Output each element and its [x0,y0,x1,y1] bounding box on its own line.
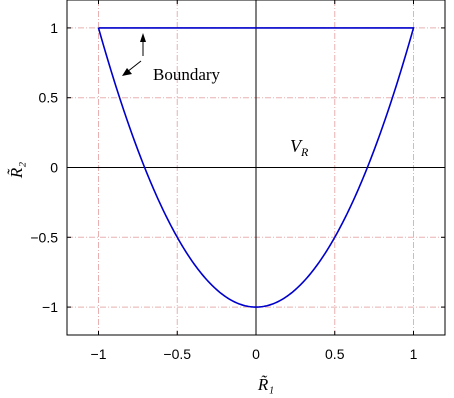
y-tick-label-2: 0 [50,160,58,176]
x-tick-label-2: 0 [252,346,260,362]
boundary-annotation: Boundary [122,33,221,84]
y-axis-label: R̃₂ [7,162,26,179]
x-axis-label: R̃₁ [257,375,274,394]
y-tick-label-0: −1 [42,299,58,315]
x-tick-label-0: −1 [91,346,107,362]
tick-marks [67,0,445,335]
x-tick-labels: −1 −0.5 0 0.5 1 [91,346,418,362]
arrow-up-head [140,33,146,42]
y-tick-label-1: −0.5 [30,229,58,245]
zero-axes [67,0,445,335]
region-label-sub: R [300,145,309,159]
region-label: VR [290,136,309,159]
y-tick-label-3: 0.5 [39,90,59,106]
arrow-left-shaft [126,60,142,73]
series-line-0 [97,27,415,308]
region-label-main: V [290,136,303,156]
y-tick-labels: −1 −0.5 0 0.5 1 [30,20,58,315]
svg-text:VR: VR [290,136,309,159]
x-tick-label-3: 0.5 [325,346,345,362]
x-tick-label-4: 1 [410,346,418,362]
y-tick-label-4: 1 [50,20,58,36]
x-tick-label-1: −0.5 [163,346,191,362]
boundary-label: Boundary [153,65,221,84]
series-group [97,27,415,308]
arrow-left-head [122,68,132,76]
